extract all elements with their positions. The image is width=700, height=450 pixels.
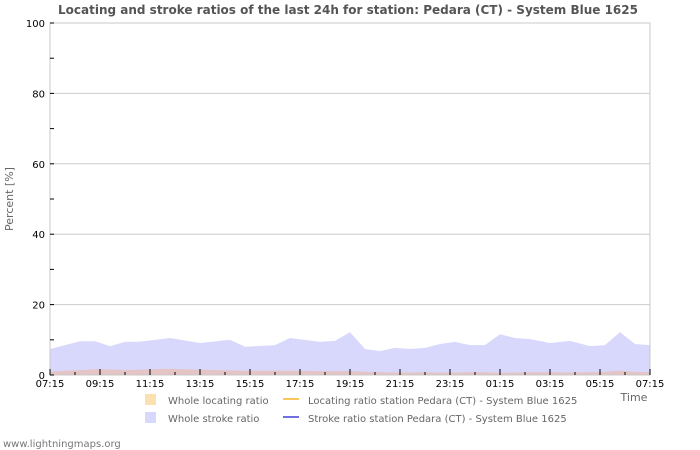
- x-tick-label: 03:15: [536, 379, 565, 390]
- y-tick-label: 100: [26, 19, 45, 30]
- y-tick-label: 0: [39, 371, 45, 382]
- legend-label-stroke-station: Stroke ratio station Pedara (CT) - Syste…: [308, 414, 567, 425]
- y-tick-label: 20: [32, 301, 45, 312]
- x-tick-label: 19:15: [336, 379, 365, 390]
- y-axis-label: Percent [%]: [3, 167, 16, 231]
- x-tick-label: 07:15: [36, 379, 65, 390]
- x-tick-label: 11:15: [136, 379, 165, 390]
- y-axis: 0 20 40 60 80 100: [26, 19, 54, 382]
- x-tick-label: 13:15: [186, 379, 215, 390]
- x-tick-label: 15:15: [236, 379, 265, 390]
- data-areas: [50, 332, 650, 375]
- whole-stroke-area: [50, 332, 650, 375]
- legend-label-whole-stroke: Whole stroke ratio: [168, 414, 259, 425]
- plot-frame: [49, 22, 651, 376]
- x-tick-label: 23:15: [436, 379, 465, 390]
- grid-lines: [50, 92, 650, 306]
- x-axis: 07:15 09:15 11:15 13:15 15:15 17:15 19:15 21:15…: [36, 369, 665, 390]
- x-axis-label: Time: [620, 391, 648, 404]
- y-tick-label: 40: [32, 230, 45, 241]
- x-tick-label: 07:15: [636, 379, 665, 390]
- x-tick-label: 17:15: [286, 379, 315, 390]
- legend-label-locating-station: Locating ratio station Pedara (CT) - Sys…: [308, 396, 577, 407]
- y-tick-label: 80: [32, 89, 45, 100]
- legend-label-whole-locating: Whole locating ratio: [168, 396, 269, 407]
- x-tick-label: 01:15: [486, 379, 515, 390]
- legend: Whole locating ratio Locating ratio stat…: [145, 394, 577, 425]
- legend-swatch-whole-stroke: [145, 412, 156, 423]
- y-tick-label: 60: [32, 160, 45, 171]
- legend-swatch-whole-locating: [145, 394, 156, 405]
- x-tick-label: 09:15: [86, 379, 115, 390]
- footer-credit: www.lightningmaps.org: [3, 439, 121, 450]
- x-tick-label: 05:15: [586, 379, 615, 390]
- x-tick-label: 21:15: [386, 379, 415, 390]
- chart-title: Locating and stroke ratios of the last 2…: [58, 3, 638, 17]
